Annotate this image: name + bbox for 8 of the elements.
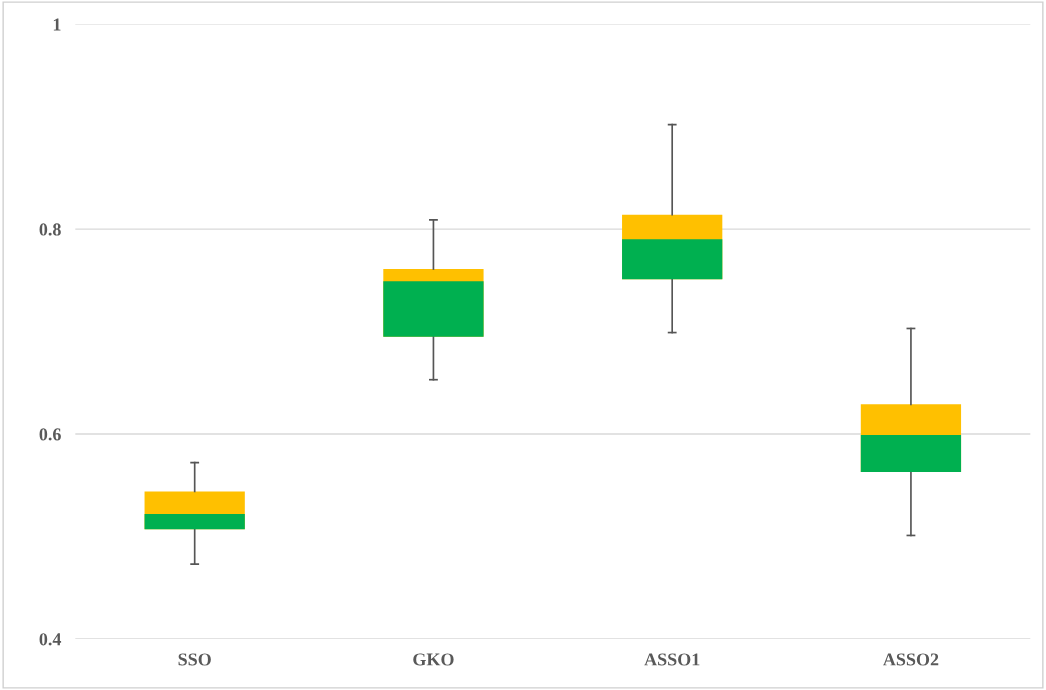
- y-tick-label: 0.6: [39, 428, 61, 441]
- x-tick-label: SSO: [178, 653, 211, 666]
- y-tick-label: 0.8: [39, 223, 61, 236]
- x-tick-label: GKO: [413, 653, 454, 666]
- y-tick-label: 0.4: [39, 633, 62, 646]
- x-tick-label: ASSO2: [883, 653, 939, 666]
- x-tick-label: ASSO1: [644, 653, 700, 666]
- y-tick-label: 1: [53, 18, 61, 31]
